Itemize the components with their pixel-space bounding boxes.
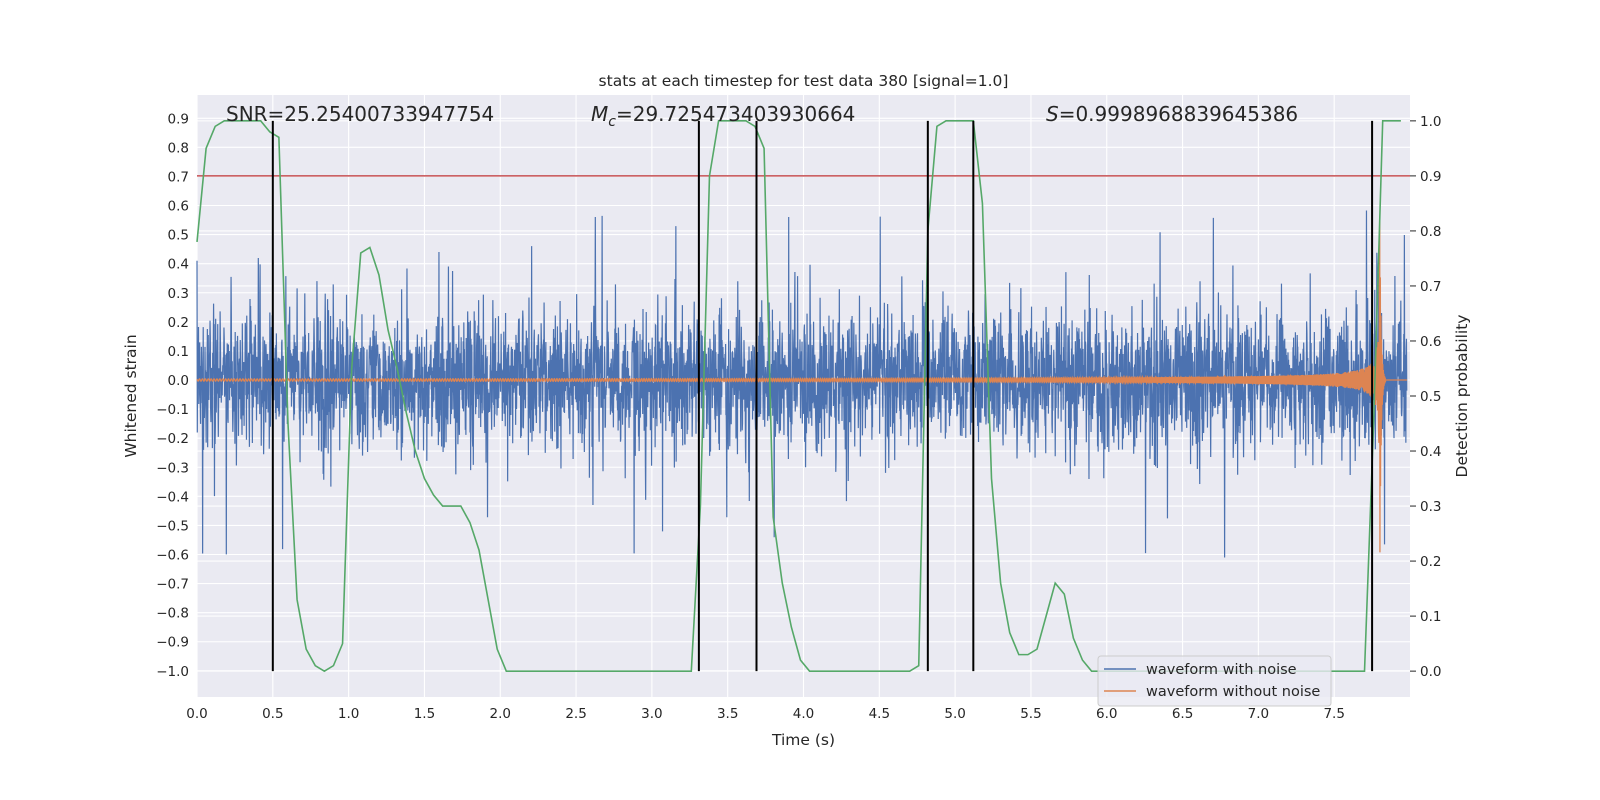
y-tick-label: −0.7 xyxy=(156,577,189,593)
y2-tick-label: 1.0 xyxy=(1420,114,1441,130)
x-tick-label: 0.0 xyxy=(186,706,207,722)
y-tick-label: 0.6 xyxy=(168,199,189,215)
x-tick-label: 2.0 xyxy=(490,706,511,722)
y-tick-label: 0.2 xyxy=(168,315,189,331)
legend-box xyxy=(1097,655,1332,707)
series-detection-probability xyxy=(196,120,1401,673)
chirp-mass-value: =29.725473403930664 xyxy=(616,102,855,126)
y-tick-label: 0.1 xyxy=(168,344,189,360)
y-tick-label: −0.9 xyxy=(156,635,189,651)
chart-title: stats at each timestep for test data 380… xyxy=(599,72,1009,90)
chirp-mass-symbol: M xyxy=(591,102,608,126)
y-axis-label: Whitened strain xyxy=(122,334,140,457)
y2-tick-label: 0.0 xyxy=(1420,664,1441,680)
y2-tick-label: 0.7 xyxy=(1420,279,1441,295)
y-tick-label: −1.0 xyxy=(156,664,189,680)
y2-tick-label: 0.4 xyxy=(1420,444,1441,460)
y-tick-label: 0.8 xyxy=(168,140,189,156)
y2-tick-label: 0.9 xyxy=(1420,169,1441,185)
y-tick-label: −0.2 xyxy=(156,431,189,447)
x-tick-label: 1.5 xyxy=(414,706,435,722)
x-tick-label: 4.5 xyxy=(869,706,890,722)
x-tick-label: 7.5 xyxy=(1323,706,1344,722)
score-annotation: S=0.9998968839645386 xyxy=(1046,102,1298,126)
y-tick-label: 0.4 xyxy=(168,257,189,273)
x-tick-label: 5.0 xyxy=(944,706,965,722)
y-tick-label: −0.8 xyxy=(156,606,189,622)
score-value: =0.9998968839645386 xyxy=(1059,102,1298,126)
x-axis-ticks: 0.0 0.5 1.0 1.5 2.0 2.5 3.0 3.5 4.0 4.5 5.0 5.5 6.0 6… xyxy=(186,706,1345,722)
snr-annotation: SNR=25.25400733947754 xyxy=(226,102,494,126)
y-tick-label: 0.3 xyxy=(168,286,189,302)
y-axis-ticks: 0.9 0.8 0.7 0.6 0.5 0.4 0.3 0.2 0.1 0.0 −0.1 −0.2 −0… xyxy=(156,111,189,680)
y2-axis-ticks: 1.0 0.9 0.8 0.7 0.6 0.5 0.4 0.3 0.2 0.1 0.0 xyxy=(1410,114,1441,680)
x-axis-label: Time (s) xyxy=(771,731,835,749)
y2-tick-label: 0.2 xyxy=(1420,554,1441,570)
x-tick-label: 3.5 xyxy=(717,706,738,722)
signal-layer xyxy=(196,120,1410,673)
y-tick-label: 0.7 xyxy=(168,169,189,185)
y-tick-label: −0.3 xyxy=(156,460,189,476)
legend-label-clean: waveform without noise xyxy=(1146,684,1320,700)
y2-tick-label: 0.1 xyxy=(1420,609,1441,625)
legend-label-noisy: waveform with noise xyxy=(1146,662,1297,678)
x-tick-label: 4.0 xyxy=(793,706,814,722)
y-tick-label: 0.0 xyxy=(168,373,189,389)
y2-axis-label: Detection probability xyxy=(1453,315,1471,478)
y-tick-label: 0.5 xyxy=(168,228,189,244)
x-tick-label: 5.5 xyxy=(1020,706,1041,722)
y2-tick-label: 0.3 xyxy=(1420,499,1441,515)
x-tick-label: 2.5 xyxy=(565,706,586,722)
y-tick-label: −0.1 xyxy=(156,402,189,418)
x-tick-label: 3.0 xyxy=(641,706,662,722)
x-tick-label: 7.0 xyxy=(1248,706,1269,722)
chirp-mass-annotation: Mc=29.725473403930664 xyxy=(591,102,855,130)
y-tick-label: −0.6 xyxy=(156,547,189,563)
x-tick-label: 6.5 xyxy=(1172,706,1193,722)
chirp-mass-subscript: c xyxy=(608,114,616,130)
x-tick-label: 1.0 xyxy=(338,706,359,722)
score-symbol: S xyxy=(1046,102,1059,126)
y-tick-label: 0.9 xyxy=(168,111,189,127)
x-tick-label: 0.5 xyxy=(262,706,283,722)
x-tick-label: 6.0 xyxy=(1096,706,1117,722)
y2-tick-label: 0.8 xyxy=(1420,224,1441,240)
legend: waveform with noise waveform without noi… xyxy=(1097,655,1332,707)
y2-tick-label: 0.5 xyxy=(1420,389,1441,405)
y-tick-label: −0.4 xyxy=(156,489,189,505)
y2-tick-label: 0.6 xyxy=(1420,334,1441,350)
y-tick-label: −0.5 xyxy=(156,518,189,534)
